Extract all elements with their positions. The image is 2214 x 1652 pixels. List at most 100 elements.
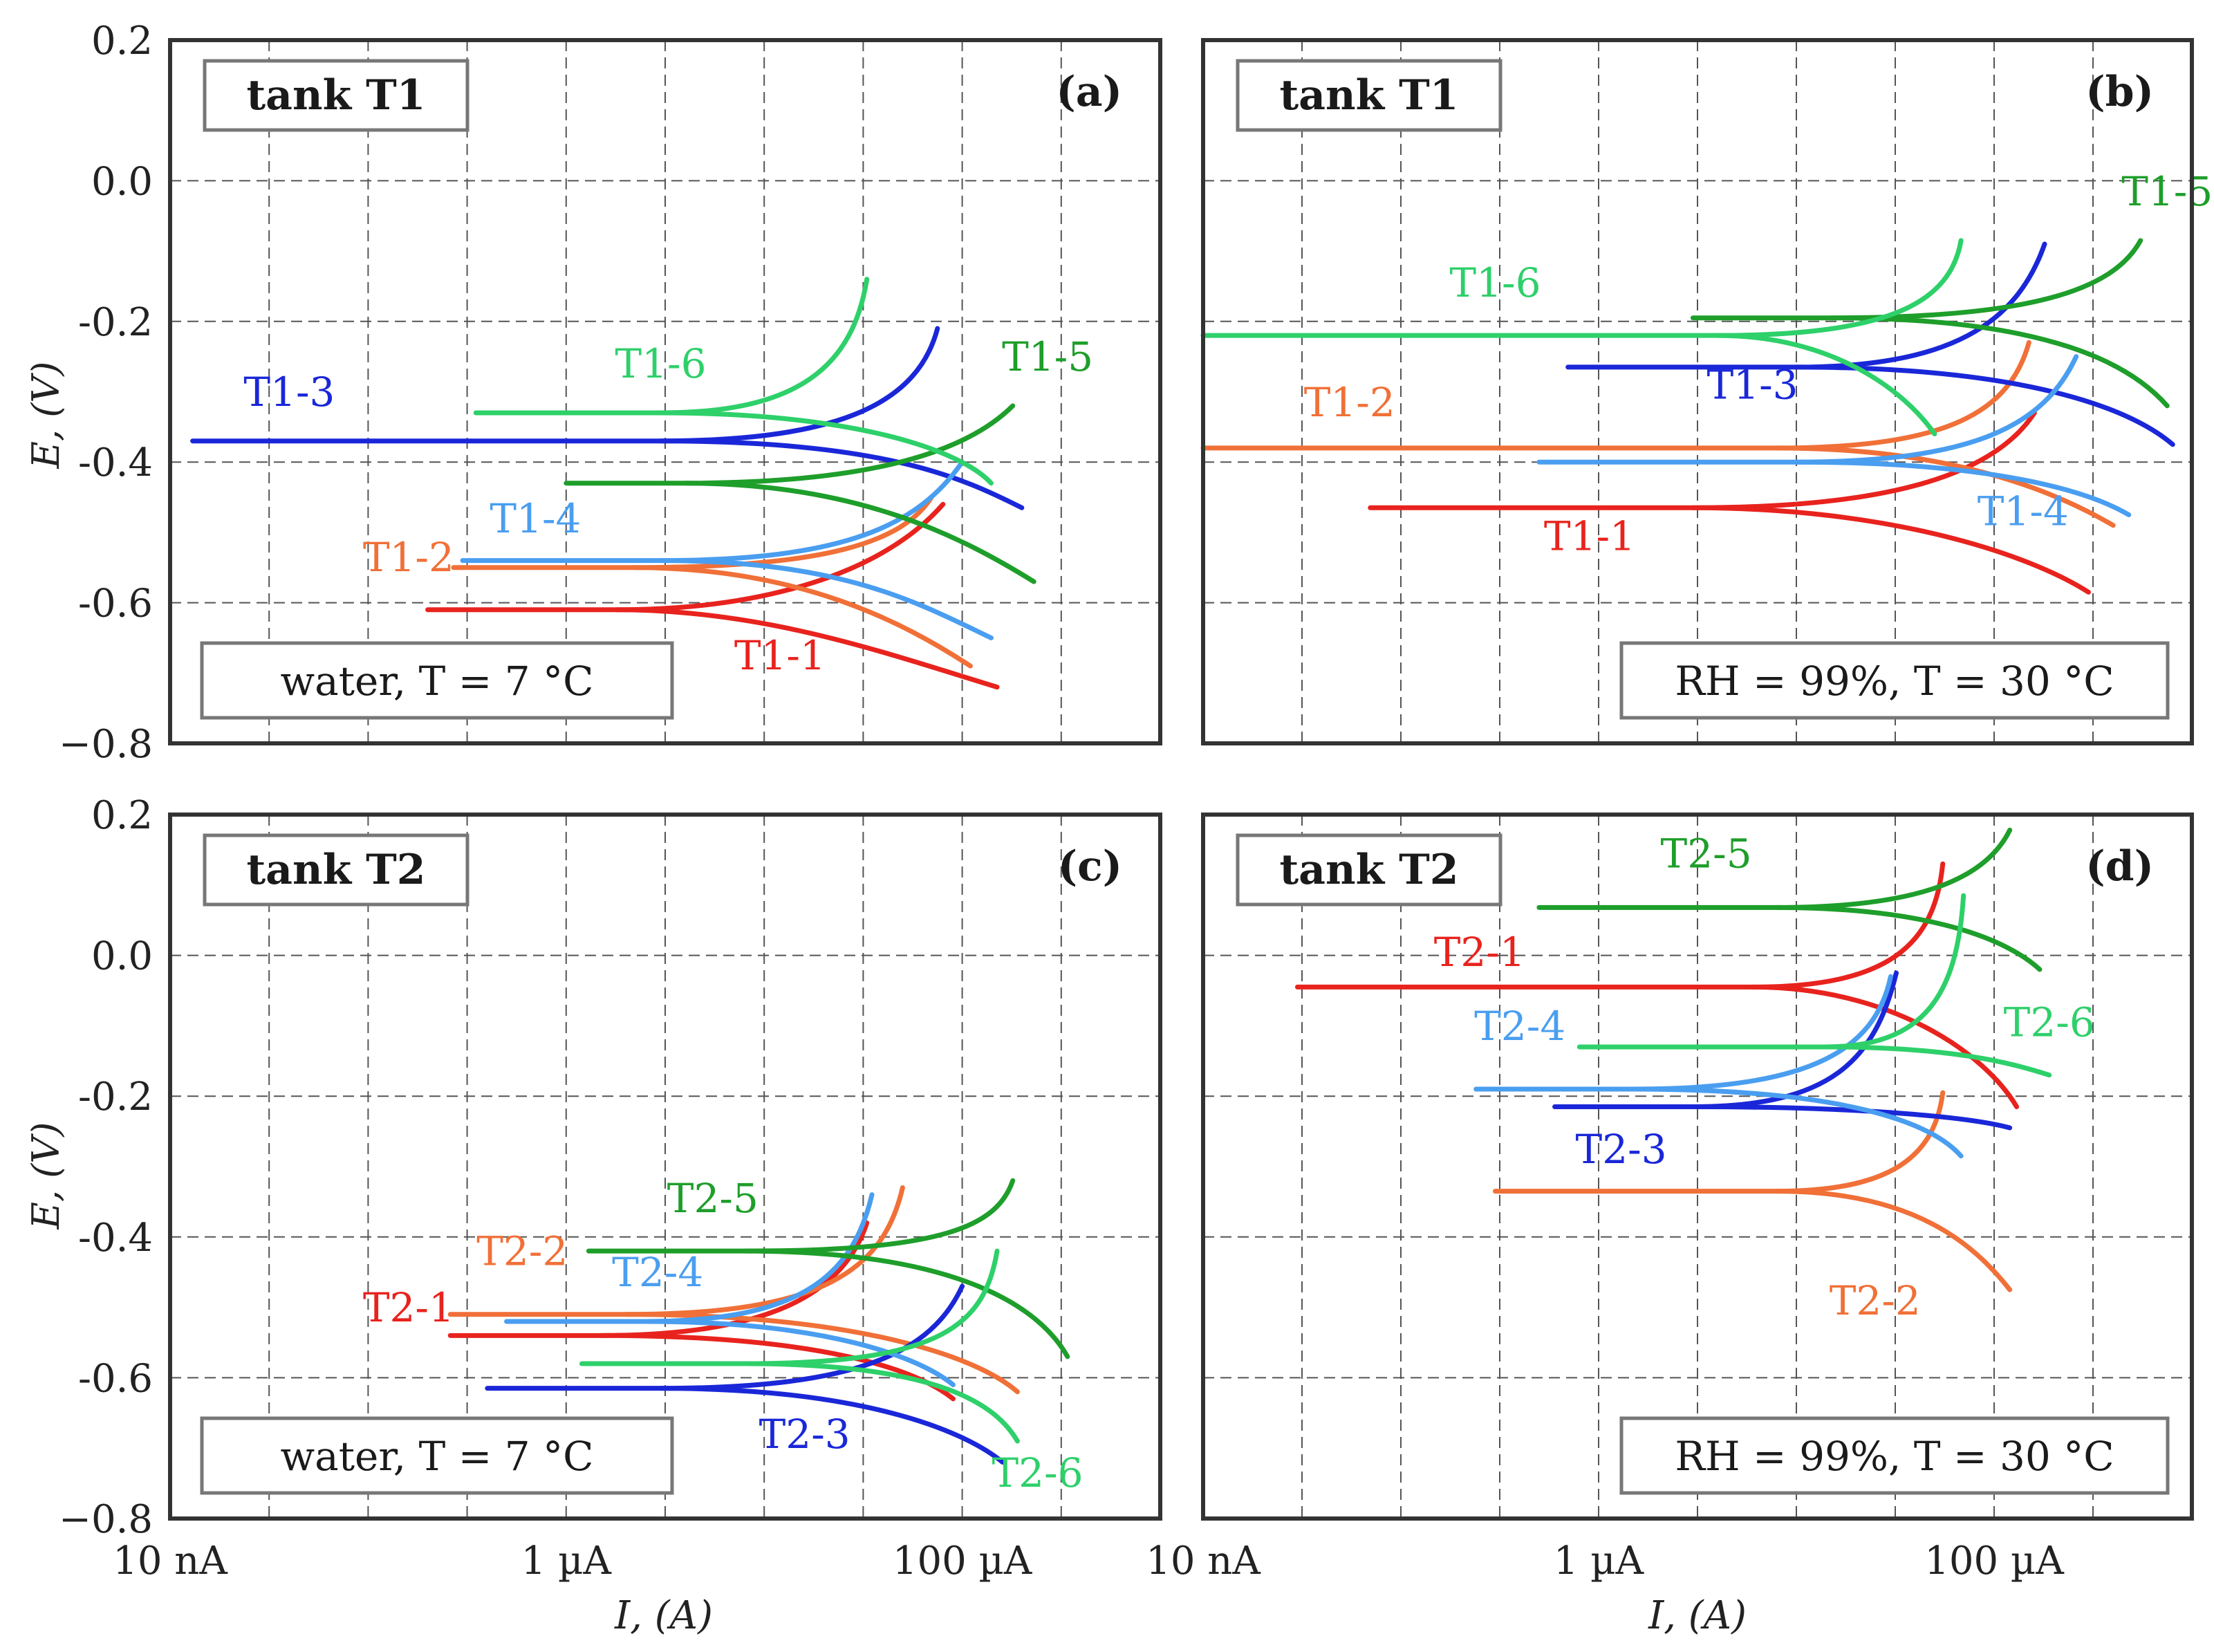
panel-b-series-t1-1-label: T1-1 — [1544, 512, 1635, 559]
panel-c-series-t2-6-cathodic-line — [742, 1361, 1020, 1444]
panel-d-xtick-label: 10 nA — [1146, 1539, 1261, 1584]
panel-b-series-t1-5-cathodic-line — [1828, 315, 2170, 409]
panel-a-series-t1-4-cathodic-line — [658, 558, 994, 640]
panel-a-tag: (a) — [1056, 68, 1122, 116]
panel-a-ytick-label: 0.0 — [91, 159, 153, 204]
panel-a-ytick-label: -0.4 — [78, 440, 153, 485]
panel-c-series-t2-5-label: T2-5 — [667, 1175, 759, 1222]
panel-d-series-t2-6-cathodic-line — [1823, 1044, 2052, 1078]
panel-b-series-t1-6-label: T1-6 — [1449, 259, 1541, 306]
panel-d-series-t2-4-label: T2-4 — [1474, 1003, 1565, 1050]
panel-c-ytick-label: -0.6 — [78, 1356, 153, 1401]
panel-c-series-t2-4-cathodic-line — [642, 1319, 956, 1388]
panel-b-series-t1-6-anodic-line — [1200, 238, 1964, 338]
panel-b-series-t1-1-cathodic-line — [1690, 505, 2091, 595]
panel-c-tank-label: tank T2 — [246, 846, 425, 894]
panel-b-series-t1-3-cathodic-line — [1794, 364, 2175, 447]
panel-a: T1-1 T1-2 T1-3 T1-4 T1-5 T1-6 tank T1 (a) water,… — [59, 19, 1162, 767]
panel-c-frame — [168, 813, 1162, 1521]
y-axis-label-bottom: E, (V) — [24, 1122, 68, 1230]
panel-a-series-t1-2-anodic-line — [451, 494, 934, 570]
panel-a-tank-box — [203, 59, 469, 132]
panel-d-tag: (d) — [2085, 842, 2154, 891]
panel-c-series-t2-3-label: T2-3 — [759, 1411, 850, 1458]
panel-a-series-t1-2-label: T1-2 — [363, 534, 454, 581]
panel-c-series-t2-5-cathodic-line — [742, 1248, 1070, 1359]
panel-a-series-t1-5-anodic-line — [564, 403, 1016, 486]
panel-d: T2-1 T2-2 T2-3 T2-4 T2-5 T2-6 tank T2 (d) RH = 9… — [1146, 813, 2194, 1584]
panel-a-series-t1-2-cathodic-line — [631, 565, 973, 669]
panel-c-series-t2-3-cathodic-line — [658, 1386, 1005, 1465]
panel-d-series-t2-5-cathodic-line — [1774, 904, 2043, 972]
panel-d-series-t2-6-label: T2-6 — [2004, 999, 2095, 1046]
panel-c-tank-box — [203, 833, 469, 907]
panel-b-condition-box — [1619, 641, 2170, 720]
panel-a-series-t1-6-cathodic-line — [658, 410, 994, 486]
panel-b-series-t1-5-anodic-line — [1690, 238, 2143, 321]
panel-a-series-t1-1-cathodic-line — [614, 607, 1000, 690]
panel-a-frame — [168, 38, 1162, 745]
panel-a-ytick-label: 0.2 — [91, 19, 153, 64]
panel-b: T1-1 T1-2 T1-3 T1-4 T1-5 T1-6 tank T1 (b) RH = 9… — [1200, 38, 2213, 745]
panel-b-frame — [1201, 38, 2194, 745]
panel-a-series-t1-5-label: T1-5 — [1002, 333, 1093, 380]
panel-d-frame — [1201, 813, 2194, 1521]
panel-b-tank-box — [1236, 59, 1503, 132]
panel-c-series-t2-6-label: T2-6 — [992, 1449, 1083, 1496]
panel-d-series-t2-5-label: T2-5 — [1661, 830, 1752, 877]
panel-d-series-t2-1-cathodic-line — [1750, 984, 2020, 1109]
panel-d-series-t2-2-cathodic-line — [1774, 1189, 2013, 1292]
panel-a-condition-box — [200, 641, 674, 720]
x-axis-label-right: I, (A) — [1648, 1593, 1747, 1638]
panel-b-tag: (b) — [2085, 68, 2154, 116]
panel-a-series-t1-4-label: T1-4 — [490, 495, 581, 542]
panel-c-condition-box — [200, 1416, 674, 1495]
panel-d-xtick-label: 100 µA — [1924, 1539, 2064, 1584]
panel-c: T2-1 T2-2 T2-3 T2-4 T2-5 T2-6 tank T2 (c) water,… — [59, 793, 1162, 1584]
panel-b-series-t1-6-cathodic-line — [1715, 333, 1937, 437]
panel-a-series-t1-3-label: T1-3 — [243, 369, 335, 416]
panel-c-series-t2-1-label: T2-1 — [363, 1284, 454, 1331]
panel-a-ytick-label: −0.8 — [59, 722, 153, 767]
panel-c-ytick-label: 0.0 — [91, 934, 153, 979]
panel-b-tank-label: tank T1 — [1279, 71, 1458, 120]
panel-a-series-t1-1-anodic-line — [425, 501, 946, 613]
x-axis-label-left: I, (A) — [614, 1593, 713, 1638]
panel-d-series-t2-1-label: T2-1 — [1434, 929, 1525, 976]
panel-a-ytick-label: -0.6 — [78, 582, 153, 627]
panel-c-series-t2-5-anodic-line — [586, 1178, 1016, 1254]
panel-c-xtick-label: 10 nA — [113, 1539, 227, 1584]
y-axis-label-top: E, (V) — [24, 362, 68, 470]
panel-a-tank-label: tank T1 — [246, 71, 425, 120]
panel-c-series-t2-2-label: T2-2 — [476, 1228, 568, 1275]
panel-c-series-t2-4-label: T2-4 — [612, 1249, 703, 1296]
panel-d-condition-box — [1619, 1416, 2170, 1495]
panel-d-series-t2-1-anodic-line — [1294, 861, 1946, 990]
panel-a-ytick-label: -0.2 — [78, 300, 153, 345]
panel-d-series-t2-3-label: T2-3 — [1576, 1126, 1667, 1173]
panel-d-series-t2-4-cathodic-line — [1630, 1086, 1964, 1159]
panel-a-series-t1-5-cathodic-line — [682, 481, 1036, 584]
panel-b-series-t1-1-anodic-line — [1368, 410, 2037, 510]
panel-a-series-t1-1-label: T1-1 — [734, 632, 826, 679]
panel-c-ytick-label: -0.2 — [78, 1075, 153, 1120]
panel-d-series-t2-3-cathodic-line — [1690, 1104, 2013, 1131]
panel-b-series-t1-2-label: T1-2 — [1304, 379, 1395, 426]
panel-d-tank-label: tank T2 — [1279, 846, 1458, 894]
panel-a-condition: water, T = 7 °C — [281, 658, 594, 705]
panel-b-condition: RH = 99%, T = 30 °C — [1675, 658, 2114, 705]
panel-c-ytick-label: −0.8 — [59, 1497, 153, 1542]
panel-d-tank-box — [1236, 833, 1503, 907]
panel-c-tag: (c) — [1058, 842, 1122, 891]
panel-d-xtick-label: 1 µA — [1554, 1539, 1644, 1584]
panel-c-xtick-label: 100 µA — [893, 1539, 1032, 1584]
panel-c-ytick-label: 0.2 — [91, 793, 153, 838]
panel-d-condition: RH = 99%, T = 30 °C — [1675, 1433, 2114, 1480]
panel-a-series-t1-6-label: T1-6 — [615, 340, 706, 387]
panel-b-series-t1-4-cathodic-line — [1794, 459, 2132, 517]
panel-c-xtick-label: 1 µA — [521, 1539, 612, 1584]
panel-c-condition: water, T = 7 °C — [281, 1433, 594, 1480]
panel-d-series-t2-2-label: T2-2 — [1830, 1277, 1921, 1324]
panel-b-series-t1-3-label: T1-3 — [1707, 362, 1798, 409]
